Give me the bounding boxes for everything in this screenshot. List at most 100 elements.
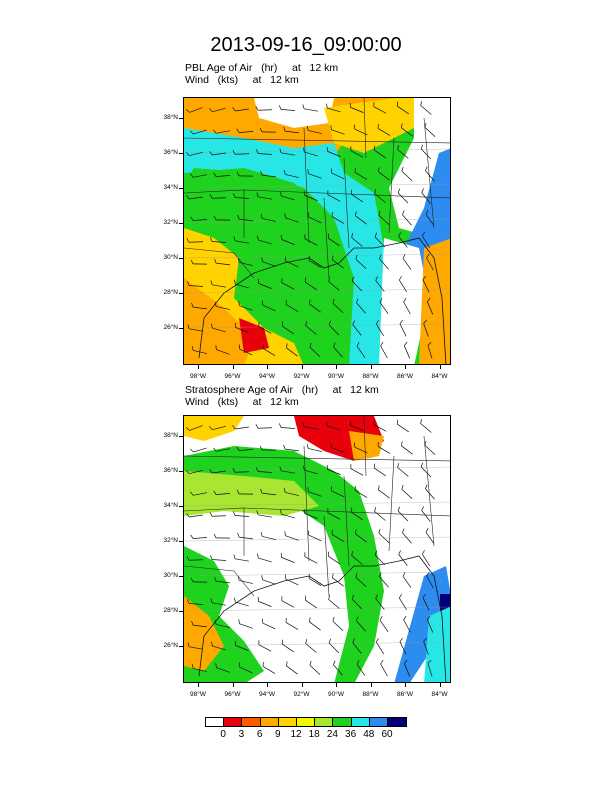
wind-barb: [255, 106, 273, 111]
region-orange-sw: [184, 596, 224, 671]
latitude-tick: [179, 506, 183, 507]
wind-barb: [403, 341, 411, 359]
colorbar-label: 12: [290, 729, 302, 740]
wind-barb: [280, 509, 295, 519]
wind-barb: [308, 573, 322, 586]
wind-barb: [285, 299, 299, 312]
region-blue-se: [394, 566, 450, 682]
wind-barb: [380, 659, 388, 677]
wind-barb: [237, 532, 253, 540]
wind-barb: [398, 232, 408, 248]
wind-barb: [332, 298, 344, 314]
longitude-tick: [232, 365, 234, 369]
colorbar-label: 60: [381, 729, 393, 740]
wind-barb: [375, 594, 385, 610]
wind-barb: [397, 463, 409, 477]
wind-barb: [190, 216, 208, 221]
state-border-line: [243, 507, 450, 517]
state-border-line: [184, 455, 450, 462]
wind-barb: [327, 190, 341, 202]
colorbar-label: 3: [238, 729, 245, 740]
wind-barb: [213, 215, 231, 221]
plot-title: 2013-09-16_09:00:00: [210, 34, 402, 56]
wind-barb: [186, 238, 204, 243]
wind-barb: [186, 281, 204, 287]
region-yellowgreen-band: [184, 471, 319, 516]
latitude-tick: [179, 258, 183, 259]
wind-barb: [209, 194, 227, 199]
latitude-tick: [179, 293, 183, 294]
latitude-gridline: [184, 288, 450, 294]
wind-barb: [333, 342, 343, 358]
latitude-gridline: [184, 466, 450, 472]
wind-barb: [354, 442, 368, 454]
wind-barb: [333, 660, 343, 676]
wind-barb: [401, 441, 413, 455]
wind-barb: [262, 343, 276, 356]
wind-barb: [378, 167, 390, 181]
wind-barb: [401, 166, 413, 182]
longitude-label: 84°W: [431, 373, 448, 380]
wind-barb: [232, 511, 250, 517]
wind-barb: [234, 279, 249, 289]
wind-barb: [211, 641, 226, 651]
wind-barb: [426, 571, 434, 589]
wind-barb: [351, 233, 363, 247]
longitude-label: 88°W: [362, 691, 379, 698]
state-border-line: [363, 98, 367, 159]
state-border-line: [243, 189, 450, 199]
wind-barb: [189, 129, 207, 135]
latitude-tick: [179, 471, 183, 472]
wind-barb: [285, 574, 299, 586]
longitude-tick: [232, 683, 234, 687]
latitude-label: 26°N: [163, 642, 178, 649]
wind-barb: [309, 342, 321, 358]
panel2-field-label: Stratosphere Age of Air (hr) at 12 km: [185, 384, 379, 396]
wind-barb: [260, 170, 276, 178]
state-border-line: [423, 435, 435, 547]
wind-barb: [303, 508, 318, 519]
wind-barb: [422, 593, 430, 611]
wind-barb: [307, 169, 322, 179]
latitude-tick: [179, 646, 183, 647]
wind-barb: [213, 533, 231, 539]
wind-barb: [191, 663, 207, 672]
region-yellow-nw: [184, 416, 244, 441]
wind-barb: [327, 551, 340, 565]
wind-barb: [186, 195, 203, 200]
wind-barb: [308, 530, 322, 542]
wind-barb: [355, 211, 367, 225]
wind-barb: [306, 443, 322, 452]
wind-barb: [355, 529, 367, 543]
longitude-label: 90°W: [328, 373, 344, 380]
state-border-line: [363, 416, 367, 477]
latitude-gridline: [184, 571, 450, 577]
wind-barb: [209, 469, 226, 474]
wind-barb: [303, 147, 318, 157]
wind-barb: [280, 234, 295, 245]
longitude-label: 96°W: [224, 373, 241, 380]
latitude-label: 36°N: [163, 149, 178, 156]
latitude-tick: [179, 328, 183, 329]
wind-barb: [281, 278, 295, 290]
wind-barb: [350, 189, 363, 203]
wind-barbs: [185, 419, 436, 677]
wind-barb: [398, 594, 408, 611]
wind-barb: [209, 555, 227, 561]
wind-barb: [331, 529, 345, 542]
state-border-line: [303, 127, 310, 244]
wind-barb: [308, 255, 322, 268]
wind-barb: [309, 299, 321, 313]
region-orange-se: [419, 238, 450, 364]
wind-barb: [189, 447, 207, 453]
panel1-wind-label: Wind (kts) at 12 km: [185, 74, 299, 86]
wind-barb: [427, 659, 433, 677]
longitude-label: 86°W: [397, 691, 413, 698]
wind-barb: [378, 210, 390, 226]
colorbar-swatch: [351, 718, 370, 726]
wind-barb: [420, 144, 432, 160]
wind-barb: [233, 554, 249, 562]
wind-barb: [397, 506, 409, 522]
wind-barb: [350, 507, 363, 521]
wind-barb: [326, 103, 341, 113]
